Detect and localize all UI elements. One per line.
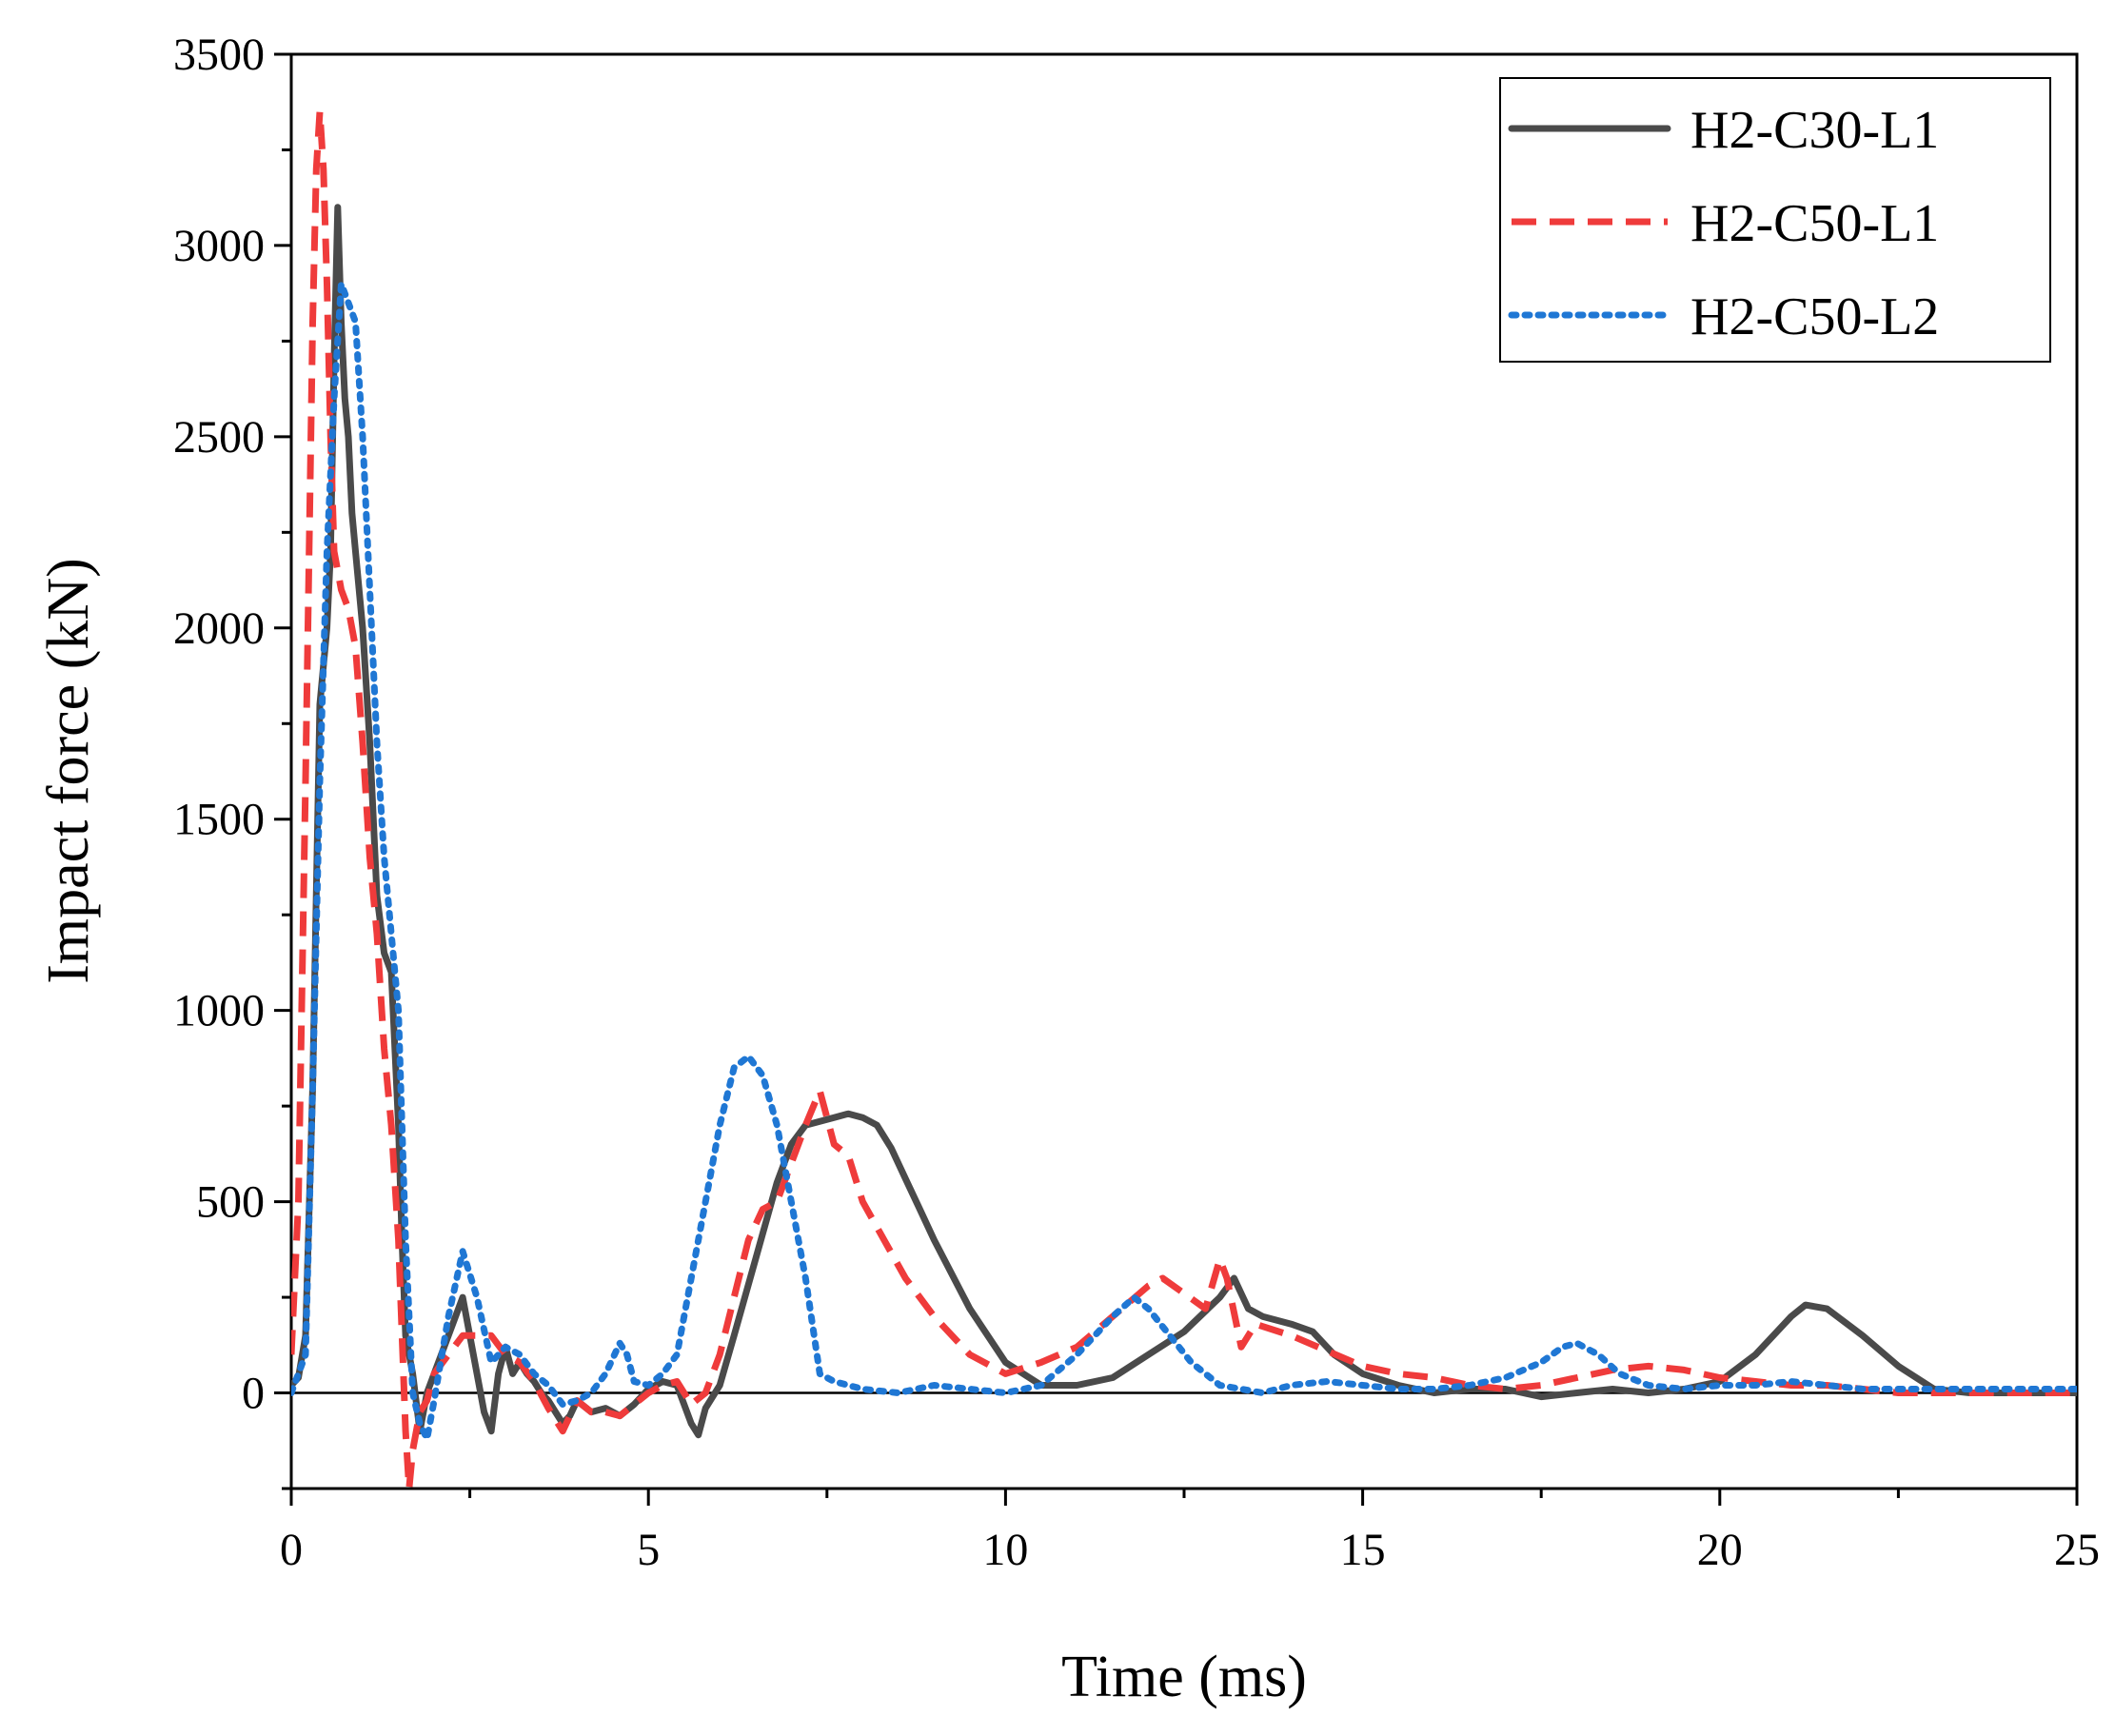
- x-axis-ticks: 0 5 10 15 20 25: [280, 1489, 2100, 1575]
- y-tick-label: 2000: [173, 603, 265, 654]
- y-tick-label: 1500: [173, 795, 265, 845]
- x-tick-label: 15: [1340, 1525, 1386, 1575]
- legend-label-h2-c50-l2: H2-C50-L2: [1690, 287, 1939, 346]
- series-line-h2-c50-l1: [291, 108, 2077, 1489]
- x-tick-label: 25: [2054, 1525, 2100, 1575]
- legend-label-h2-c30-l1: H2-C30-L1: [1690, 101, 1939, 160]
- y-tick-label: 0: [242, 1369, 265, 1419]
- x-tick-label: 0: [280, 1525, 303, 1575]
- y-axis-title: Impact force (kN): [36, 558, 101, 984]
- y-tick-label: 2500: [173, 412, 265, 463]
- y-tick-label: 500: [196, 1177, 265, 1228]
- y-tick-label: 3000: [173, 221, 265, 271]
- x-tick-label: 5: [637, 1525, 660, 1575]
- y-axis-ticks: 0 500 1000 1500 2000 2500 3000 3500: [173, 30, 291, 1490]
- series-line-h2-c30-l1: [291, 204, 2077, 1439]
- y-tick-label: 1000: [173, 986, 265, 1036]
- legend-label-h2-c50-l1: H2-C50-L1: [1690, 194, 1939, 253]
- legend: H2-C30-L1 H2-C50-L1 H2-C50-L2: [1499, 77, 2051, 363]
- y-tick-label: 3500: [173, 30, 265, 80]
- series-layer: [291, 108, 2077, 1489]
- x-axis-title: Time (ms): [1061, 1645, 1307, 1709]
- x-tick-label: 10: [982, 1525, 1028, 1575]
- series-line-h2-c50-l2: [291, 280, 2077, 1443]
- x-tick-label: 20: [1697, 1525, 1743, 1575]
